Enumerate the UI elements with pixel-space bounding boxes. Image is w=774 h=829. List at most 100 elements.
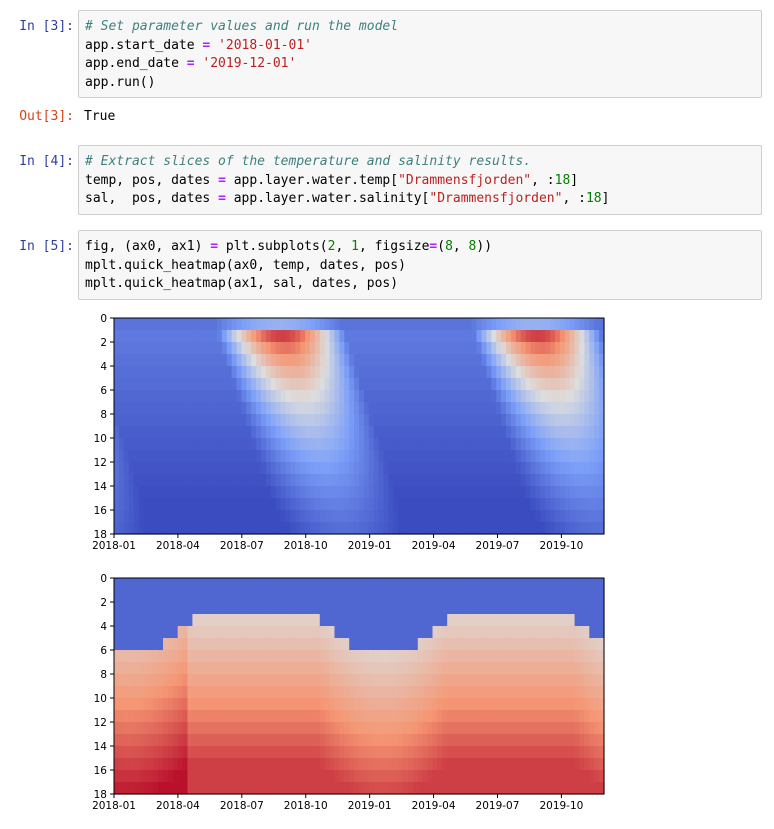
- heatmap-cell: [172, 698, 179, 711]
- heatmap-cell: [486, 366, 492, 379]
- heatmap-cell: [437, 722, 443, 735]
- heatmap-cell: [412, 318, 419, 331]
- heatmap-cell: [437, 474, 443, 487]
- heatmap-cell: [506, 734, 512, 747]
- heatmap-cell: [559, 578, 566, 591]
- heatmap-cell: [535, 498, 541, 511]
- heatmap-cell: [373, 486, 380, 499]
- heatmap-cell: [256, 746, 262, 759]
- heatmap-cell: [310, 590, 316, 603]
- heatmap-cell: [486, 674, 492, 687]
- heatmap-cell: [187, 366, 193, 379]
- heatmap-cell: [158, 414, 164, 427]
- code-line: temp, pos, dates = app.layer.water.temp[…: [85, 172, 755, 191]
- heatmap-cell: [261, 378, 267, 391]
- heatmap-cell: [584, 578, 590, 591]
- cell-prompt-in-5: In [5]:: [19, 239, 74, 254]
- heatmap-cell: [550, 498, 556, 511]
- heatmap-cell: [231, 462, 238, 475]
- code-cell-5[interactable]: fig, (ax0, ax1) = plt.subplots(2, 1, fig…: [78, 230, 762, 300]
- heatmap-cell: [329, 722, 336, 735]
- heatmap-cell: [491, 722, 497, 735]
- code-cell-4[interactable]: # Extract slices of the temperature and …: [78, 145, 762, 215]
- heatmap-cell: [285, 662, 291, 675]
- heatmap-cell: [491, 462, 497, 475]
- heatmap-cell: [383, 438, 389, 451]
- heatmap-cell: [569, 330, 576, 343]
- heatmap-cell: [329, 438, 336, 451]
- heatmap-cell: [128, 450, 135, 463]
- heatmap-cell: [167, 602, 174, 615]
- heatmap-cell: [506, 318, 512, 331]
- code-token: plt.subplots(: [218, 239, 328, 254]
- heatmap-cell: [564, 366, 571, 379]
- heatmap-cell: [261, 498, 267, 511]
- heatmap-cell: [486, 402, 492, 415]
- heatmap-cell: [432, 426, 438, 439]
- heatmap-cell: [275, 698, 282, 711]
- heatmap-cell: [324, 722, 331, 735]
- heatmap-cell: [319, 510, 326, 523]
- heatmap-cell: [359, 366, 365, 379]
- heatmap-cell: [398, 758, 404, 771]
- heatmap-cell: [564, 426, 571, 439]
- heatmap-cell: [584, 602, 590, 615]
- heatmap-cell: [359, 426, 365, 439]
- heatmap-cell: [594, 426, 600, 439]
- heatmap-cell: [403, 674, 409, 687]
- heatmap-cell: [305, 498, 311, 511]
- heatmap-cell: [143, 770, 149, 783]
- heatmap-cell: [520, 474, 527, 487]
- heatmap-cell: [569, 498, 576, 511]
- heatmap-cell: [461, 390, 468, 403]
- heatmap-cell: [192, 366, 198, 379]
- heatmap-cell: [339, 366, 345, 379]
- heatmap-cell: [148, 378, 154, 391]
- heatmap-cell: [221, 390, 228, 403]
- heatmap-cell: [398, 426, 404, 439]
- heatmap-cell: [398, 378, 404, 391]
- heatmap-cell: [212, 650, 218, 663]
- heatmap-cell: [569, 342, 576, 355]
- code-cell-3[interactable]: # Set parameter values and run the model…: [78, 10, 762, 98]
- heatmap-cell: [231, 486, 238, 499]
- heatmap-cell: [177, 474, 184, 487]
- heatmap-cell: [216, 390, 223, 403]
- heatmap-cell: [564, 330, 571, 343]
- heatmap-cell: [520, 710, 527, 723]
- heatmap-cell: [349, 638, 355, 651]
- heatmap-cell: [569, 686, 576, 699]
- heatmap-cell: [481, 366, 487, 379]
- heatmap-cell: [187, 330, 193, 343]
- heatmap-cell: [574, 662, 581, 675]
- heatmap-cell: [530, 614, 536, 627]
- heatmap-cell: [373, 522, 380, 535]
- heatmap-cell: [324, 698, 331, 711]
- heatmap-cell: [275, 498, 282, 511]
- heatmap-cell: [319, 782, 326, 795]
- heatmap-cell: [510, 710, 517, 723]
- heatmap-cell: [550, 426, 556, 439]
- heatmap-cell: [501, 438, 507, 451]
- heatmap-cell: [427, 510, 434, 523]
- heatmap-cell: [314, 510, 321, 523]
- code-token: 2: [327, 239, 336, 254]
- cell-prompt-out-3: Out[3]:: [19, 109, 74, 124]
- heatmap-cell: [153, 390, 159, 403]
- heatmap-cell: [550, 602, 556, 615]
- code-token: app.layer.water.salinity[: [225, 191, 430, 206]
- heatmap-cell: [501, 602, 507, 615]
- heatmap-cell: [158, 578, 164, 591]
- heatmap-cell: [212, 626, 218, 639]
- heatmap-cell: [540, 390, 546, 403]
- heatmap-cell: [270, 342, 277, 355]
- heatmap-cell: [550, 318, 556, 331]
- heatmap-cell: [540, 426, 546, 439]
- x-tick-label: 2018-04: [156, 800, 200, 812]
- heatmap-cell: [207, 378, 213, 391]
- heatmap-cell: [300, 674, 306, 687]
- heatmap-cell: [270, 402, 277, 415]
- heatmap-cell: [192, 486, 198, 499]
- heatmap-cell: [261, 486, 267, 499]
- heatmap-cell: [393, 674, 399, 687]
